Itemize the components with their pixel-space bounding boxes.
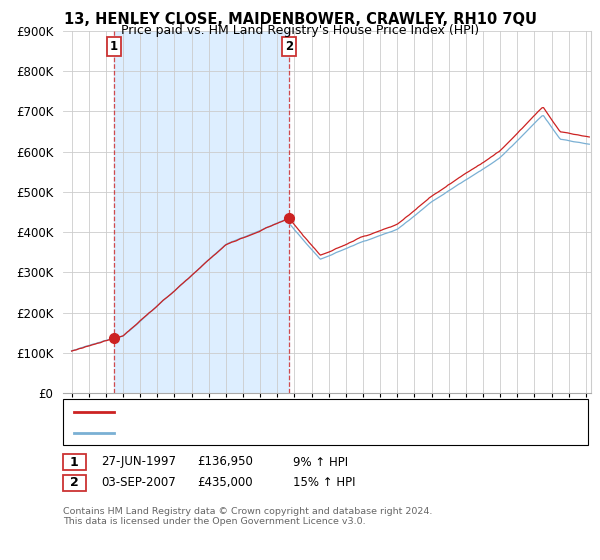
- Text: 27-JUN-1997: 27-JUN-1997: [101, 455, 176, 469]
- Text: 2: 2: [285, 40, 293, 53]
- Text: £136,950: £136,950: [197, 455, 253, 469]
- Text: 13, HENLEY CLOSE, MAIDENBOWER, CRAWLEY, RH10 7QU: 13, HENLEY CLOSE, MAIDENBOWER, CRAWLEY, …: [64, 12, 536, 27]
- Text: HPI: Average price, detached house, Crawley: HPI: Average price, detached house, Craw…: [120, 428, 366, 438]
- Text: 2: 2: [70, 476, 79, 489]
- Text: 1: 1: [70, 455, 79, 469]
- Text: Price paid vs. HM Land Registry's House Price Index (HPI): Price paid vs. HM Land Registry's House …: [121, 24, 479, 37]
- Text: 15% ↑ HPI: 15% ↑ HPI: [293, 476, 355, 489]
- Text: 03-SEP-2007: 03-SEP-2007: [101, 476, 176, 489]
- Text: 9% ↑ HPI: 9% ↑ HPI: [293, 455, 348, 469]
- Text: 1: 1: [110, 40, 118, 53]
- Bar: [114, 31, 289, 393]
- Text: 13, HENLEY CLOSE, MAIDENBOWER, CRAWLEY, RH10 7QU (detached house): 13, HENLEY CLOSE, MAIDENBOWER, CRAWLEY, …: [120, 407, 537, 417]
- Text: £435,000: £435,000: [197, 476, 253, 489]
- Text: Contains HM Land Registry data © Crown copyright and database right 2024.
This d: Contains HM Land Registry data © Crown c…: [63, 507, 433, 526]
